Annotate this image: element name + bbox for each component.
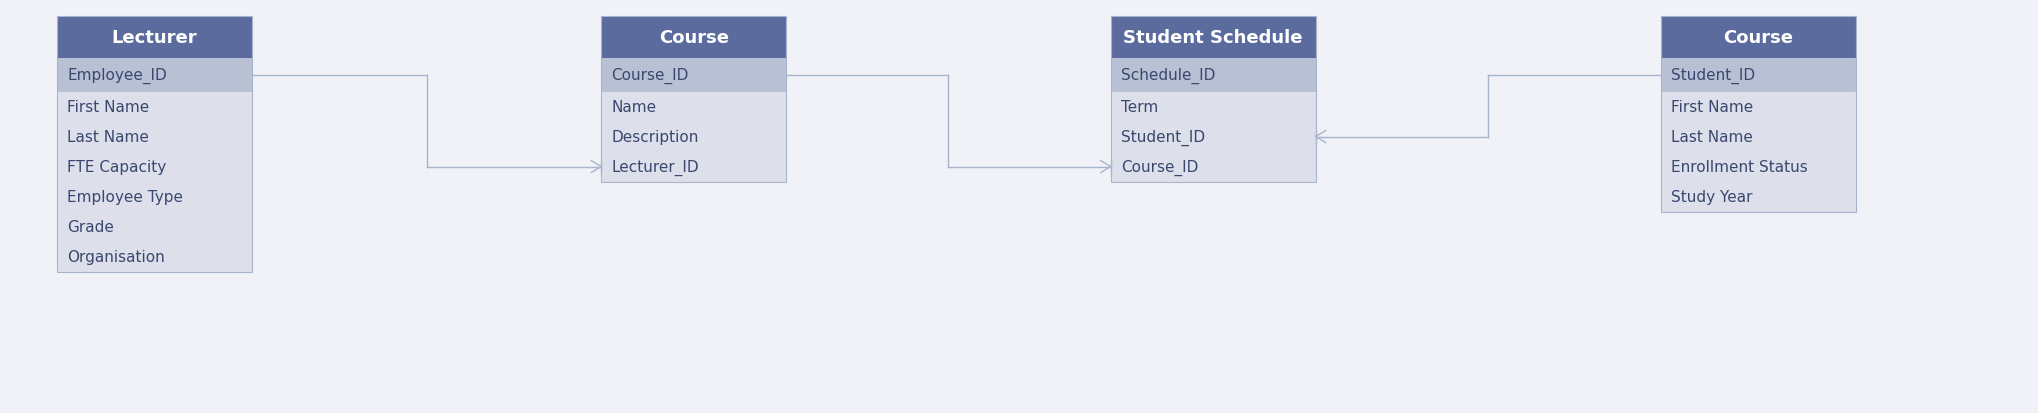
Text: Course: Course [658,28,730,46]
Text: FTE Capacity: FTE Capacity [67,160,167,175]
Text: Grade: Grade [67,220,114,235]
Text: Employee_ID: Employee_ID [67,67,167,83]
Text: Course: Course [1724,28,1793,46]
Bar [1661,93,1857,212]
Text: Employee Type: Employee Type [67,190,183,204]
Text: Organisation: Organisation [67,249,165,264]
Bar [57,58,253,93]
Bar [1661,17,1857,58]
Text: Student_ID: Student_ID [1671,67,1755,83]
Bar [601,58,787,93]
Text: Description: Description [611,130,699,145]
Bar [1661,17,1857,212]
Text: First Name: First Name [1671,100,1753,115]
Bar [57,17,253,272]
Bar [1661,58,1857,93]
Text: Student_ID: Student_ID [1121,129,1204,145]
Bar [601,17,787,58]
Text: Last Name: Last Name [67,130,149,145]
Bar [1111,17,1317,58]
Text: Course_ID: Course_ID [1121,159,1198,175]
Text: Course_ID: Course_ID [611,67,689,83]
Text: Name: Name [611,100,656,115]
Text: Lecturer_ID: Lecturer_ID [611,159,699,175]
Bar [1111,58,1317,93]
Text: Term: Term [1121,100,1158,115]
Text: First Name: First Name [67,100,149,115]
Text: Student Schedule: Student Schedule [1123,28,1302,46]
Text: Last Name: Last Name [1671,130,1753,145]
Text: Enrollment Status: Enrollment Status [1671,160,1808,175]
Bar [601,17,787,182]
Bar [57,17,253,58]
Text: Schedule_ID: Schedule_ID [1121,67,1215,83]
Bar [57,93,253,272]
Bar [1111,93,1317,182]
Text: Lecturer: Lecturer [112,28,198,46]
Text: Study Year: Study Year [1671,190,1753,204]
Bar [601,93,787,182]
Bar [1111,17,1317,182]
